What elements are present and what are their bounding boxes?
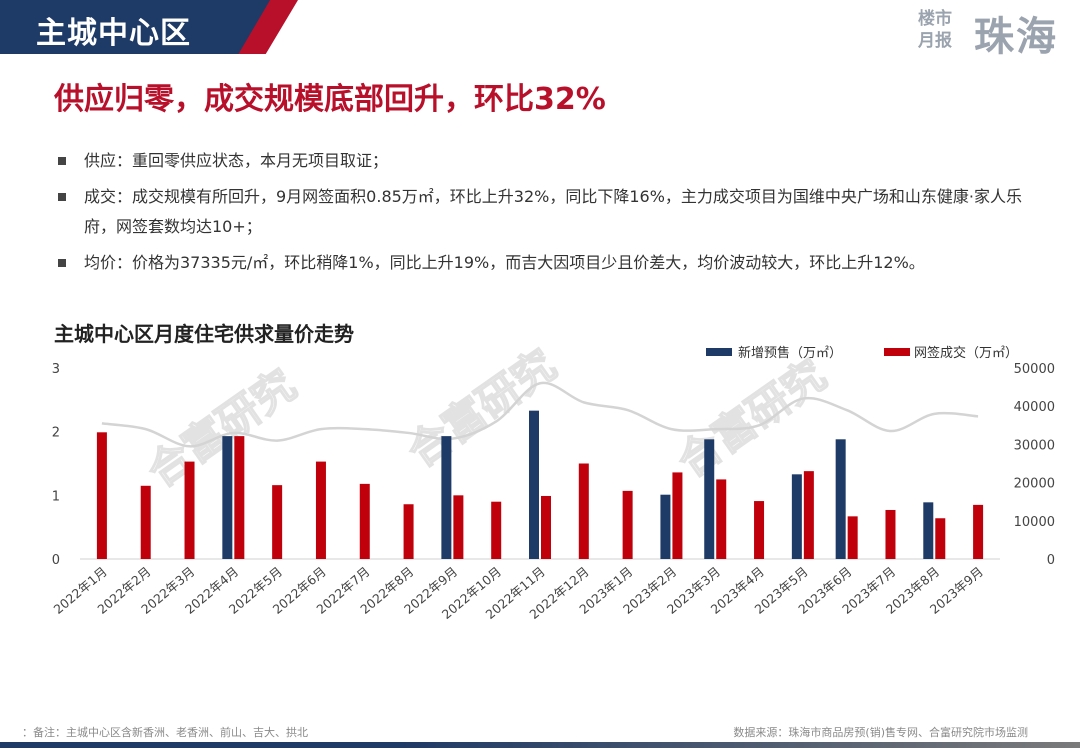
deals-bar [803,471,814,559]
footer-note: ：备注：主城中心区含新香洲、老香洲、前山、吉大、拱北 [22,726,308,739]
bullet-text: 均价：价格为37335元/㎡，环比稍降1%，同比上升19%，而吉大因项目少且价差… [84,253,925,272]
legend-swatch-deals [884,348,910,356]
y-right-tick-label: 0 [1047,553,1055,568]
brand-logo-text: 珠海 [974,14,1058,60]
y-left-tick-label: 2 [52,426,60,441]
page-headline: 供应归零，成交规模底部回升，环比32% [54,82,606,117]
deals-bar [754,501,765,559]
supply-bar [704,439,715,559]
supply-bar [529,410,539,559]
y-right-tick-label: 10000 [1014,515,1055,530]
watermark-text: 合富研究 [669,350,835,487]
deals-bar [716,479,727,559]
deals-bar [847,516,858,559]
deals-bar [935,518,946,559]
watermark-text: 合富研究 [139,360,305,497]
deals-bar [140,485,151,559]
deals-bar [184,461,195,559]
header-banner [0,0,290,54]
deals-bar [403,504,414,559]
supply-bar [222,436,233,559]
deals-bar [578,463,589,559]
bullet-text: 供应：重回零供应状态，本月无项目取证； [84,151,389,170]
y-right-tick-label: 40000 [1014,400,1055,415]
bullet-square-icon [58,157,66,165]
deals-bar [234,436,245,559]
legend-label-supply: 新增预售（万㎡） [738,345,842,361]
y-left-tick-label: 1 [52,489,60,504]
brand-small-text: 楼市月报 [918,9,952,51]
supply-demand-price-chart: 合富研究 合富研究 合富研究0123010000200003000040000500… [51,340,1055,622]
deals-bar [672,472,683,559]
watermark-text: 合富研究 [399,340,565,476]
bullet-square-icon [58,193,66,201]
chart-title: 主城中心区月度住宅供求量价走势 [54,322,354,346]
y-left-tick-label: 0 [52,553,60,568]
bullet-price: 均价：价格为37335元/㎡，环比稍降1%，同比上升19%，而吉大因项目少且价差… [54,248,1044,278]
y-right-tick-label: 30000 [1014,438,1055,453]
deals-bar [359,483,370,559]
footer-bar-gradient [400,742,1080,748]
deals-bar [541,495,551,559]
supply-bar [835,439,846,559]
y-right-tick-label: 20000 [1014,477,1055,492]
supply-bar [441,436,452,559]
bullet-square-icon [58,259,66,267]
legend-swatch-supply [706,348,732,356]
supply-bar [791,474,802,559]
footer-source: 数据来源：珠海市商品房预(销)售专网、合富研究院市场监测 [733,726,1028,739]
deals-bar [885,509,896,559]
bullet-deals: 成交：成交规模有所回升，9月网签面积0.85万㎡，环比上升32%，同比下降16%… [54,182,1044,242]
bullet-text: 成交：成交规模有所回升，9月网签面积0.85万㎡，环比上升32%，同比下降16%… [84,187,1023,236]
supply-bar [923,502,934,559]
bullet-supply: 供应：重回零供应状态，本月无项目取证； [54,146,1044,176]
deals-bar [622,490,633,559]
section-title: 主城中心区 [36,16,191,51]
price-line [101,381,979,448]
supply-bar [660,494,671,559]
deals-bar [272,485,283,559]
y-right-tick-label: 50000 [1014,362,1055,377]
deals-bar [491,501,502,559]
deals-bar [453,495,464,559]
bullet-list: 供应：重回零供应状态，本月无项目取证； 成交：成交规模有所回升，9月网签面积0.… [54,146,1044,284]
deals-bar [973,504,984,559]
deals-bar [315,461,326,559]
y-left-tick-label: 3 [52,362,60,377]
legend-label-deals: 网签成交（万㎡） [914,345,1018,361]
deals-bar [96,432,107,559]
